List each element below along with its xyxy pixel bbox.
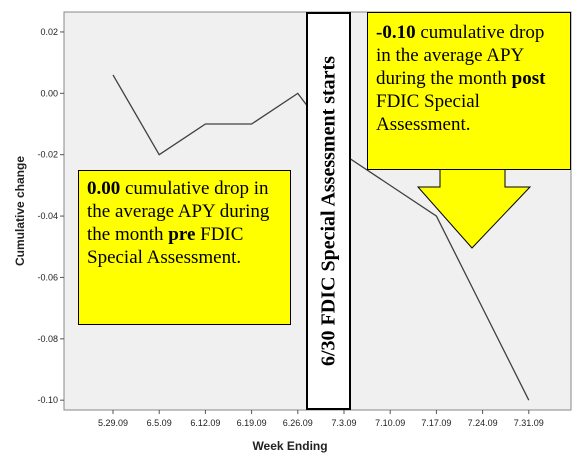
- x-tick-label: 7.3.09: [331, 418, 356, 428]
- arrow: [416, 167, 532, 249]
- x-tick-label: 6.19.09: [237, 418, 267, 428]
- event-box: 6/30 FDIC Special Assessment starts: [306, 12, 351, 410]
- note-text: cumulative drop in the average APY durin…: [87, 178, 270, 245]
- y-tick-label: -0.02: [37, 150, 58, 160]
- note-text: pre: [168, 224, 196, 245]
- note-text: FDIC Special Assessment.: [87, 224, 244, 268]
- x-axis-title: Week Ending: [252, 439, 327, 453]
- y-tick-label: -0.08: [37, 334, 58, 344]
- y-tick-label: -0.06: [37, 272, 58, 282]
- x-tick-label: 7.10.09: [375, 418, 405, 428]
- note-text: post: [511, 68, 546, 89]
- note-text: cumulative drop in the average APY durin…: [376, 22, 545, 89]
- y-axis-title: Cumulative change: [13, 156, 27, 266]
- pre-note: 0.00 cumulative drop in the average APY …: [78, 170, 291, 325]
- note-text: 0.00: [87, 178, 121, 199]
- y-tick-label: -0.04: [37, 211, 58, 221]
- note-text: -0.10: [376, 22, 416, 43]
- x-tick-label: 6.12.09: [190, 418, 220, 428]
- x-tick-label: 5.29.09: [98, 418, 128, 428]
- x-tick-label: 7.24.09: [468, 418, 498, 428]
- post-note: -0.10 cumulative drop in the average APY…: [367, 12, 571, 170]
- note-text: FDIC Special Assessment.: [376, 91, 480, 135]
- y-tick-label: 0.00: [40, 88, 58, 98]
- x-tick-label: 6.26.09: [283, 418, 313, 428]
- x-tick-label: 7.31.09: [514, 418, 544, 428]
- x-tick-label: 6.5.09: [147, 418, 172, 428]
- y-tick-label: -0.10: [37, 395, 58, 405]
- x-tick-label: 7.17.09: [421, 418, 451, 428]
- y-tick-label: 0.02: [40, 27, 58, 37]
